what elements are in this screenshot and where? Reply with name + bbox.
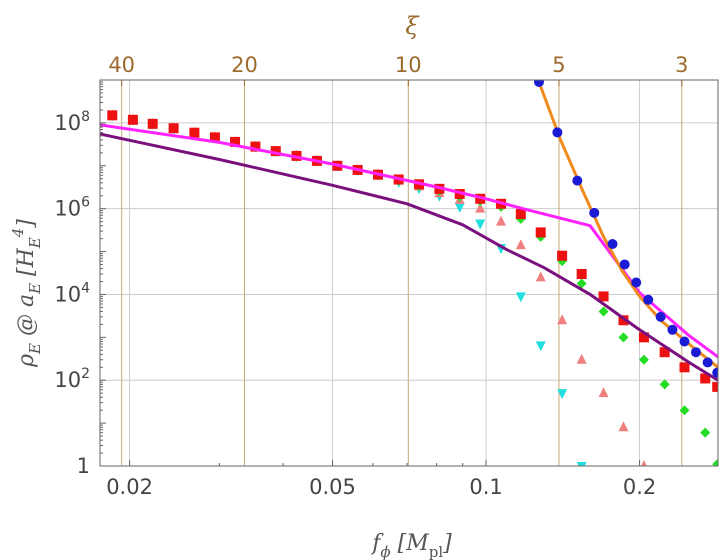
blue-point xyxy=(643,294,654,305)
pink-points xyxy=(107,109,647,466)
cyan-point xyxy=(576,462,587,466)
pink-point xyxy=(598,387,609,398)
blue-point xyxy=(690,347,701,358)
pink-point xyxy=(475,202,486,213)
red-point xyxy=(659,347,670,358)
pink-point xyxy=(618,421,629,432)
red-point xyxy=(250,141,261,152)
blue-point xyxy=(619,259,630,270)
blue-point xyxy=(533,80,544,87)
y-tick-label: 106 xyxy=(54,195,90,221)
cyan-point xyxy=(557,389,568,400)
pink-point xyxy=(557,314,568,325)
orange-line xyxy=(537,81,718,369)
x-tick-label: 0.05 xyxy=(309,475,356,499)
blue-points xyxy=(533,80,718,378)
red-points xyxy=(107,110,718,392)
red-point xyxy=(168,123,179,134)
red-point xyxy=(712,381,718,392)
y-axis-title: ρE @ aE [HE4] xyxy=(9,219,44,368)
cyan-point xyxy=(454,202,465,213)
red-point xyxy=(638,332,649,343)
red-point xyxy=(189,127,200,138)
red-point xyxy=(127,114,138,125)
pink-point xyxy=(515,239,526,250)
blue-point xyxy=(572,175,583,186)
red-point xyxy=(209,132,220,143)
top-tick-label: 10 xyxy=(395,53,422,77)
red-point xyxy=(230,136,241,147)
green-point xyxy=(659,379,670,390)
y-tick-label: 102 xyxy=(54,366,90,392)
pink-point xyxy=(496,215,507,226)
purple-line xyxy=(100,132,718,382)
blue-point xyxy=(589,207,600,218)
red-point xyxy=(598,291,609,302)
green-point xyxy=(576,278,587,289)
top-tick-label: 5 xyxy=(552,53,565,77)
plot-frame xyxy=(99,79,719,467)
top-tick-label: 40 xyxy=(108,53,135,77)
blue-point xyxy=(667,324,678,335)
red-point xyxy=(515,209,526,220)
top-axis-gridlines xyxy=(121,80,683,466)
red-point xyxy=(700,373,711,384)
green-point xyxy=(598,306,609,317)
green-point xyxy=(712,459,718,466)
green-point xyxy=(700,427,711,438)
cyan-point xyxy=(515,292,526,303)
pink-point xyxy=(535,271,546,282)
x-tick-label: 0.2 xyxy=(623,475,656,499)
blue-point xyxy=(655,311,666,322)
red-point xyxy=(557,250,568,261)
green-point xyxy=(679,405,690,416)
top-axis-title: ξ xyxy=(405,12,420,40)
blue-point xyxy=(702,357,713,368)
blue-point xyxy=(679,336,690,347)
pink-point xyxy=(640,460,647,466)
axis-ticks: 0.02 0.05 0.1 0.2 1 102 104 106 108 40 20 10 5 3 xyxy=(54,53,688,499)
green-points xyxy=(107,110,718,466)
red-point xyxy=(535,227,546,238)
y-tick-label: 104 xyxy=(54,280,90,306)
y-tick-label: 108 xyxy=(54,109,90,135)
blue-point xyxy=(712,367,718,378)
x-tick-label: 0.02 xyxy=(106,475,153,499)
blue-point xyxy=(552,127,563,138)
plot-series xyxy=(100,80,718,466)
pink-point xyxy=(576,353,587,364)
green-point xyxy=(618,332,629,343)
cyan-point xyxy=(475,219,486,230)
top-tick-label: 3 xyxy=(675,53,688,77)
red-point xyxy=(576,268,587,279)
red-point xyxy=(147,118,158,129)
top-tick-label: 20 xyxy=(231,53,258,77)
red-point xyxy=(679,362,690,373)
blue-point xyxy=(607,239,618,250)
red-point xyxy=(270,146,281,157)
green-point xyxy=(638,354,649,365)
x-axis-title: fϕ [Mpl] xyxy=(370,531,452,560)
x-tick-label: 0.1 xyxy=(469,475,502,499)
cyan-points xyxy=(107,111,587,466)
cyan-point xyxy=(535,341,546,352)
red-point xyxy=(618,315,629,326)
blue-point xyxy=(631,277,642,288)
y-tick-label: 1 xyxy=(77,454,90,478)
red-point xyxy=(107,110,118,121)
